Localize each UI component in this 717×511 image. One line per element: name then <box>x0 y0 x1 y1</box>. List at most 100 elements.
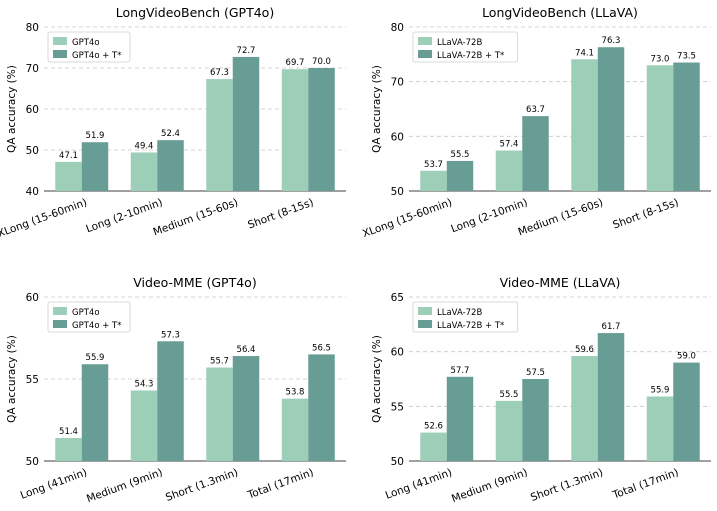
x-tick-label: Long (41min) <box>384 467 454 502</box>
bar-baseline <box>130 152 158 191</box>
x-tick-label: XLong (15-60min) <box>0 197 89 241</box>
bar-baseline <box>55 438 82 461</box>
bar-baseline <box>571 356 598 461</box>
legend-swatch <box>418 320 432 328</box>
bar-tstar <box>522 379 549 461</box>
data-label: 67.3 <box>210 68 229 78</box>
y-tick-label: 50 <box>26 145 39 157</box>
data-label: 69.7 <box>286 58 305 68</box>
bar-tstar <box>446 376 474 461</box>
data-label: 76.3 <box>602 36 621 46</box>
data-label: 57.5 <box>526 368 545 378</box>
bar-baseline <box>646 65 674 191</box>
y-tick-label: 40 <box>26 186 39 198</box>
legend-label: LLaVA-72B <box>437 308 482 318</box>
y-tick-label: 80 <box>26 22 39 34</box>
bar-tstar <box>81 142 109 191</box>
data-label: 55.9 <box>86 353 105 363</box>
data-label: 57.7 <box>451 366 470 376</box>
legend-swatch <box>418 37 432 45</box>
bar-baseline <box>281 398 309 461</box>
data-label: 70.0 <box>312 57 331 67</box>
data-label: 57.4 <box>500 140 519 150</box>
legend-label: GPT4o + T* <box>72 51 121 61</box>
y-tick-label: 55 <box>26 374 39 386</box>
bar-baseline <box>206 367 233 461</box>
y-tick-label: 60 <box>391 347 404 359</box>
legend-box <box>412 301 518 333</box>
data-label: 55.9 <box>651 385 670 395</box>
bar-tstar <box>308 354 335 461</box>
data-label: 51.9 <box>86 131 105 141</box>
x-tick-label: Medium (15-60s) <box>517 197 605 239</box>
y-tick-label: 60 <box>391 131 404 143</box>
data-label: 59.6 <box>575 345 594 355</box>
data-label: 61.7 <box>602 322 621 332</box>
data-label: 56.4 <box>237 345 256 355</box>
x-tick-label: Short (8-15s) <box>611 197 680 232</box>
y-axis-label: QA accuracy (%) <box>6 65 18 153</box>
legend-label: GPT4o <box>72 38 100 48</box>
legend: GPT4o GPT4o + T* <box>47 31 131 63</box>
legend-swatch <box>418 50 432 58</box>
x-tick-label: Medium (9min) <box>450 467 529 506</box>
data-label: 57.3 <box>161 330 180 340</box>
x-tick-label: Short (8-15s) <box>246 197 315 232</box>
x-tick-label: Long (41min) <box>19 467 89 502</box>
chart-panel-3: 50 55 60 Video-MME (GPT4o) QA accuracy (%) 51… <box>6 275 346 505</box>
legend-swatch <box>53 307 67 315</box>
legend-swatch <box>53 320 67 328</box>
bar-baseline <box>130 390 158 461</box>
bar-tstar <box>597 47 625 191</box>
chart-panel-2: 50 60 70 80 LongVideoBench (LLaVA) QA accurac… <box>361 5 711 240</box>
bar-tstar <box>522 116 549 191</box>
y-axis-label: QA accuracy (%) <box>371 65 383 153</box>
data-label: 56.5 <box>312 343 331 353</box>
bar-tstar <box>81 364 109 461</box>
x-tick-label: Short (1.3min) <box>164 467 240 504</box>
y-tick-label: 70 <box>26 63 39 75</box>
chart-panel-4: 50 55 60 65 Video-MME (LLaVA) QA accuracy (%)… <box>371 275 711 505</box>
legend-box <box>47 301 131 333</box>
bar-baseline <box>206 79 233 191</box>
y-axis-label: QA accuracy (%) <box>371 335 383 423</box>
x-tick-label: Total (17min) <box>610 467 680 502</box>
y-axis-label: QA accuracy (%) <box>6 335 18 423</box>
x-tick-label: Total (17min) <box>245 467 315 502</box>
legend: LLaVA-72B LLaVA-72B + T* <box>412 301 518 333</box>
bar-baseline <box>495 400 523 461</box>
bar-baseline <box>420 170 447 191</box>
legend-box <box>47 31 131 63</box>
data-label: 73.0 <box>651 54 670 64</box>
x-tick-label: Short (1.3min) <box>529 467 605 504</box>
chart-title: LongVideoBench (LLaVA) <box>482 5 638 20</box>
data-label: 52.6 <box>424 422 443 432</box>
x-tick-label: Medium (9min) <box>85 467 164 506</box>
legend-label: GPT4o <box>72 308 100 318</box>
bar-tstar <box>157 341 184 461</box>
y-tick-label: 80 <box>391 22 404 34</box>
legend-swatch <box>53 50 67 58</box>
bar-baseline <box>55 161 82 191</box>
bar-baseline <box>646 396 674 461</box>
legend-swatch <box>418 307 432 315</box>
bar-baseline <box>281 69 309 191</box>
x-tick-label: XLong (15-60min) <box>361 197 454 241</box>
legend-label: GPT4o + T* <box>72 321 121 331</box>
bar-tstar <box>232 356 260 461</box>
y-tick-label: 65 <box>391 292 404 304</box>
data-label: 52.4 <box>161 129 180 139</box>
bar-tstar <box>597 333 625 461</box>
data-label: 49.4 <box>135 141 154 151</box>
y-tick-label: 70 <box>391 77 404 89</box>
bar-tstar <box>232 56 260 192</box>
data-label: 51.4 <box>59 427 78 437</box>
chart-title: Video-MME (LLaVA) <box>500 275 621 290</box>
chart-panel-1: 40 50 60 70 80 LongVideoBench (GPT4o) QA accur… <box>0 5 346 240</box>
bar-tstar <box>308 68 335 191</box>
data-label: 59.0 <box>677 352 696 362</box>
data-label: 47.1 <box>59 151 78 161</box>
chart-title: LongVideoBench (GPT4o) <box>116 5 274 20</box>
data-label: 55.5 <box>451 150 470 160</box>
y-tick-label: 60 <box>26 292 39 304</box>
